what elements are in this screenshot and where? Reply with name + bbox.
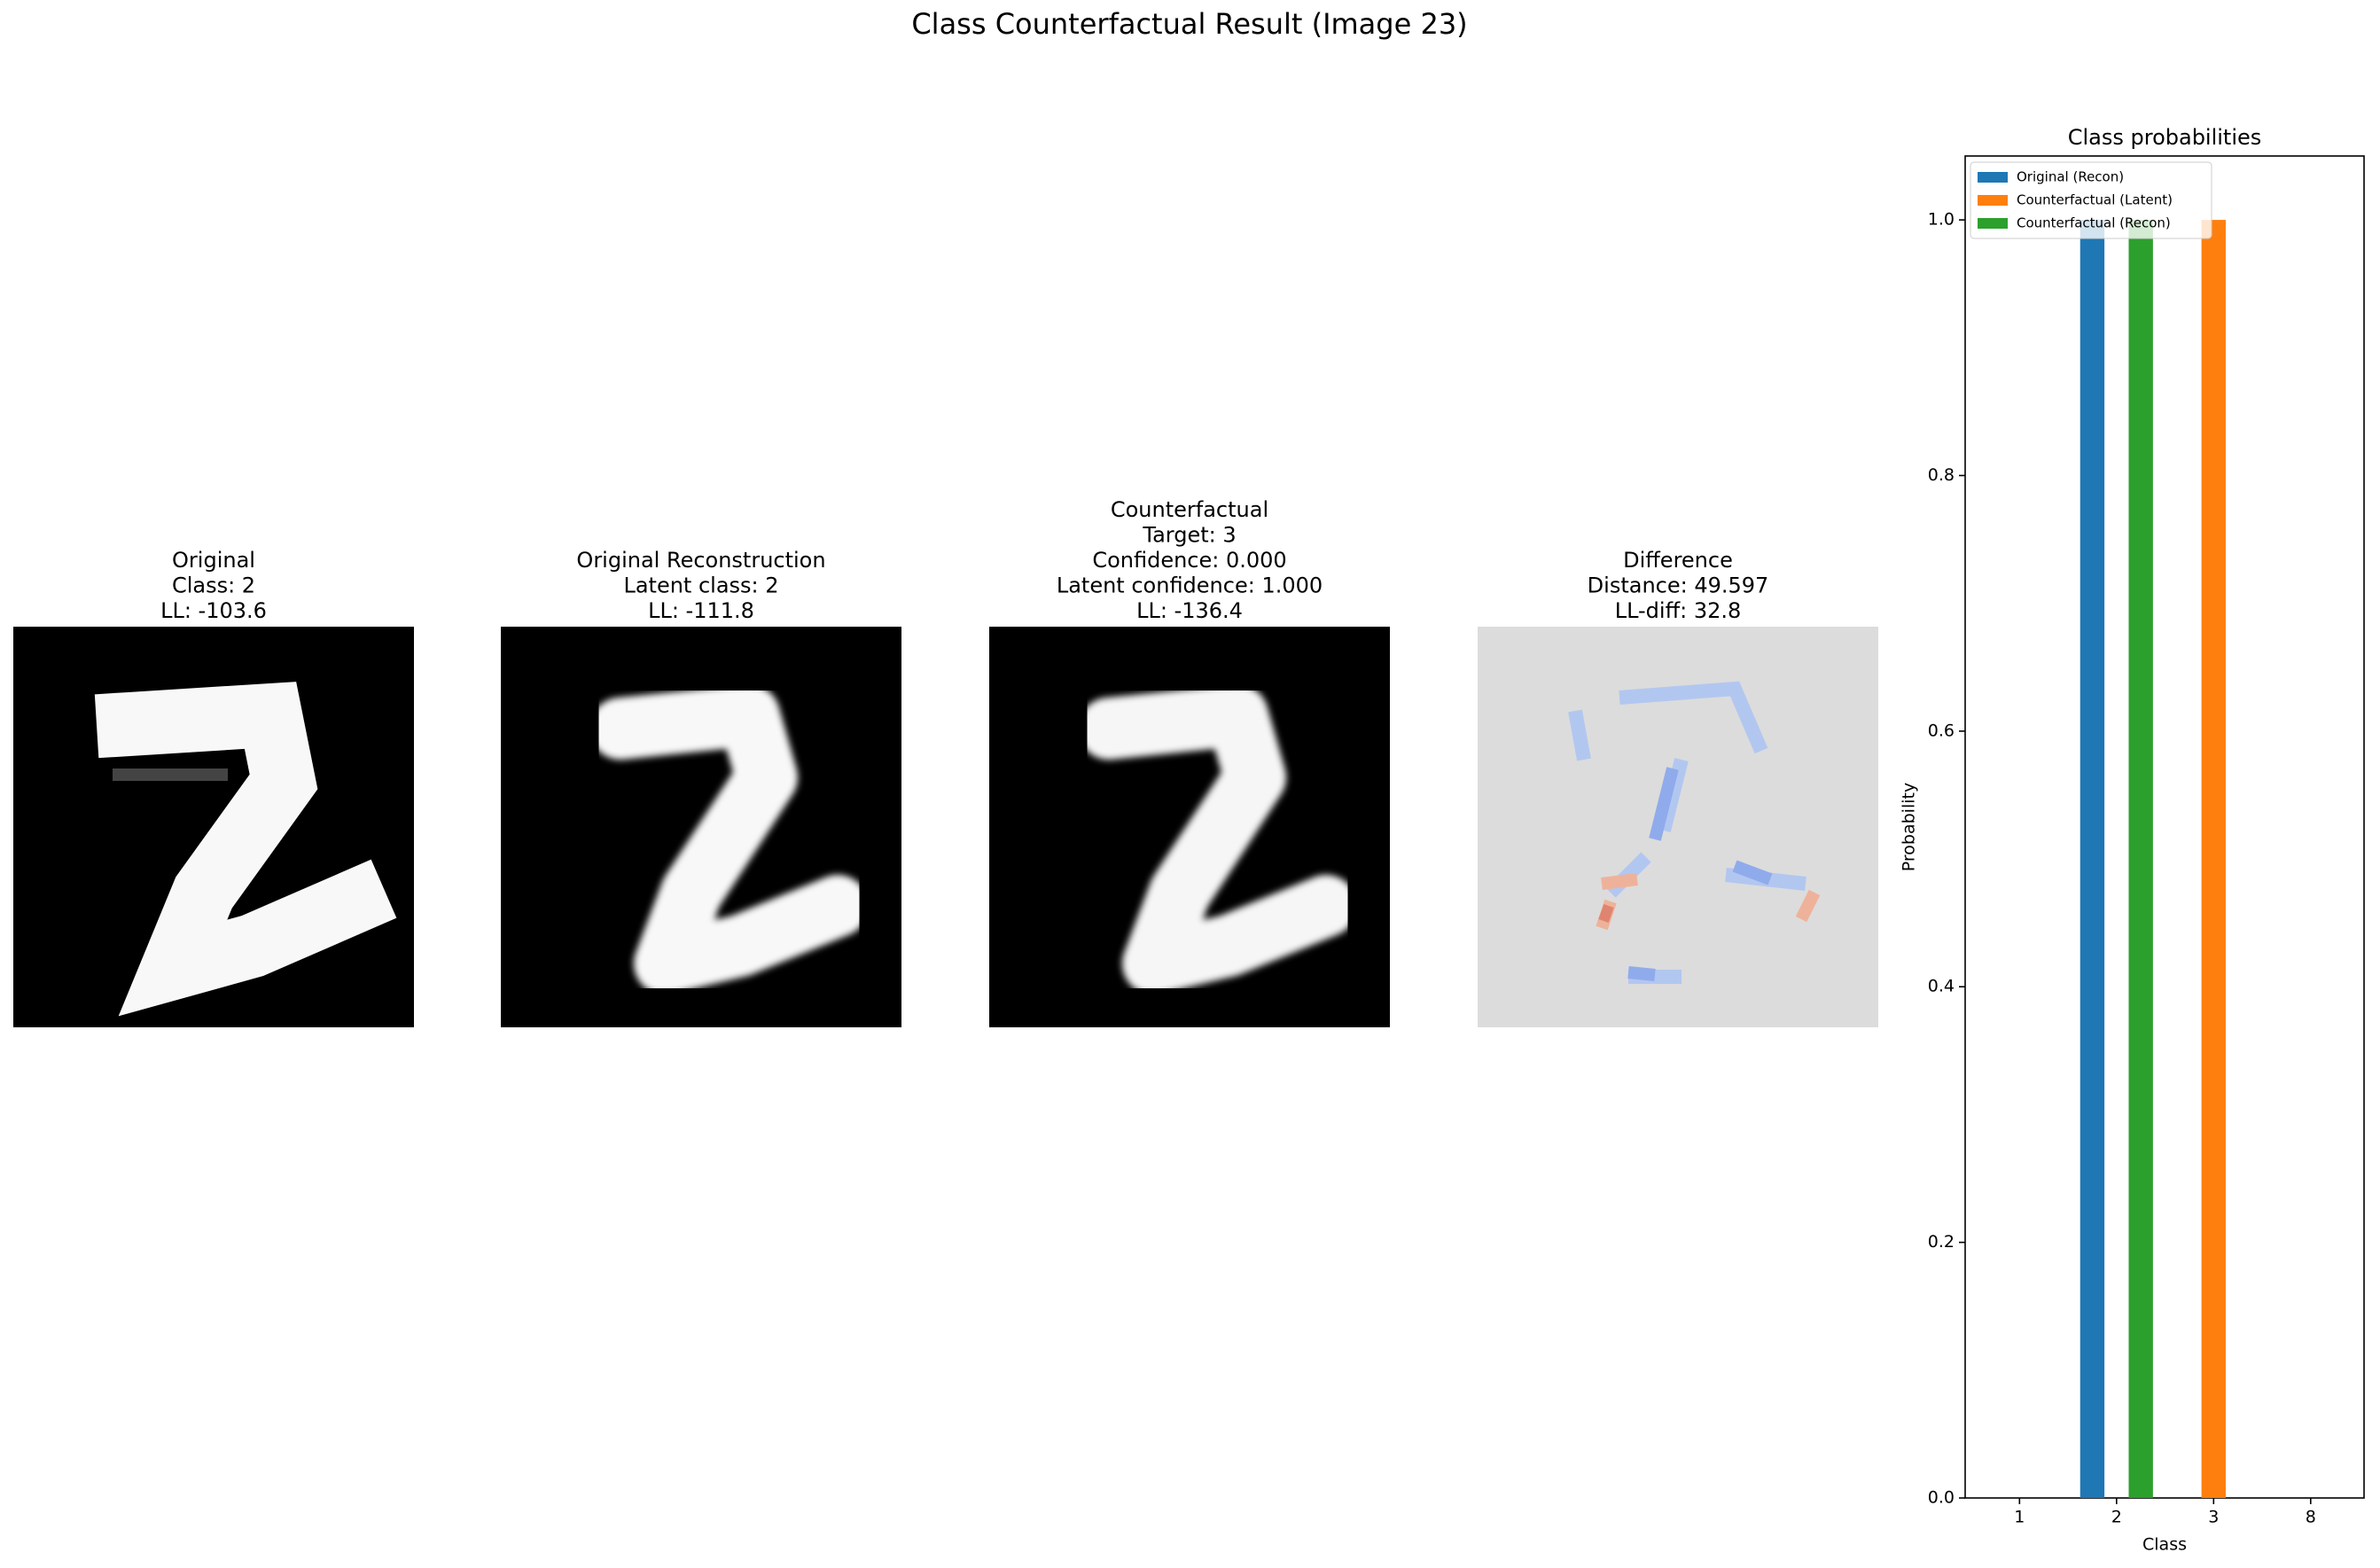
panel-title-line: LL-diff: 32.8	[1615, 598, 1742, 623]
x-tick-label: 1	[2014, 1508, 2025, 1527]
bar	[2080, 220, 2105, 1499]
legend-swatch	[1978, 195, 2008, 206]
y-tick-label: 0.2	[1928, 1232, 1955, 1252]
legend-swatch	[1978, 172, 2008, 183]
legend-label: Original (Recon)	[2017, 169, 2124, 185]
bar	[2128, 220, 2153, 1499]
y-tick-label: 1.0	[1928, 210, 1955, 230]
panel-title-line: Latent confidence: 1.000	[1057, 573, 1323, 598]
panel-title-line: Difference	[1623, 548, 1733, 573]
image-reconstruction	[501, 627, 901, 1027]
panel-title-line: Original Reconstruction	[576, 548, 825, 573]
figure-title: Class Counterfactual Result (Image 23)	[911, 7, 1467, 41]
panel-title-line: LL: -103.6	[160, 598, 267, 623]
legend-swatch	[1978, 218, 2008, 229]
y-tick-label: 0.0	[1928, 1488, 1955, 1508]
image-original	[13, 627, 414, 1027]
y-tick-label: 0.4	[1928, 977, 1955, 996]
image-difference	[1478, 627, 1878, 1027]
panel-title-line: Counterfactual	[1111, 497, 1268, 522]
panel-title-line: LL: -136.4	[1136, 598, 1243, 623]
panel-title-line: LL: -111.8	[648, 598, 754, 623]
panel-title-line: Target: 3	[1142, 523, 1236, 548]
y-tick-label: 0.8	[1928, 465, 1955, 485]
legend-box	[1970, 161, 2212, 239]
panel-title-line: Original	[172, 548, 255, 573]
panel-title-line: Latent class: 2	[623, 573, 778, 598]
panel-title-line: Class: 2	[172, 573, 255, 598]
axes-title: Class probabilities	[2068, 125, 2262, 150]
legend-label: Counterfactual (Recon)	[2017, 215, 2171, 231]
panel-title-line: Confidence: 0.000	[1092, 548, 1286, 573]
panel-title-line: Distance: 49.597	[1588, 573, 1769, 598]
x-tick-label: 8	[2306, 1508, 2316, 1527]
y-tick-label: 0.6	[1928, 721, 1955, 740]
bar	[2201, 220, 2226, 1499]
axes-frame	[1964, 155, 2365, 1499]
x-axis-label: Class	[2142, 1535, 2187, 1555]
image-counterfactual	[989, 627, 1390, 1027]
x-tick-label: 2	[2111, 1508, 2122, 1527]
y-axis-label: Probability	[1900, 783, 1919, 871]
x-tick-label: 3	[2208, 1508, 2219, 1527]
legend-label: Counterfactual (Latent)	[2017, 192, 2173, 208]
